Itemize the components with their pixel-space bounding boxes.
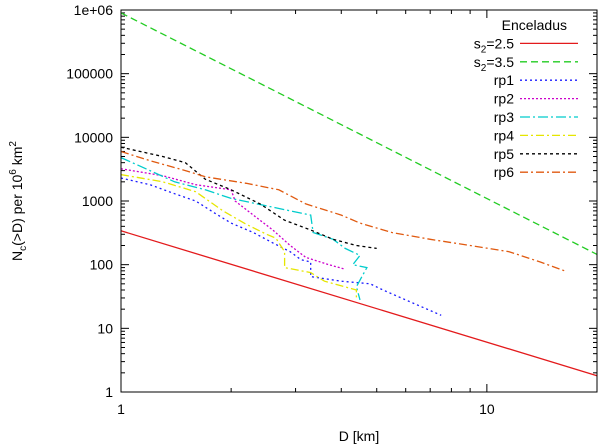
y-tick-label: 100 xyxy=(90,257,114,273)
y-tick-label: 1000 xyxy=(82,193,113,209)
tick-labels: 1 10 100 1000 10000 100000 1e+06 1 10 xyxy=(66,2,495,417)
y-tick-label: 10 xyxy=(97,320,113,336)
series-line-rp5 xyxy=(120,146,377,250)
axis-ticks xyxy=(120,9,597,393)
series-line-rp2 xyxy=(120,168,346,270)
y-tick-label: 1 xyxy=(105,384,113,400)
legend-label-s2-2-5: s2=2.5 xyxy=(474,35,514,55)
legend-label-rp6: rp6 xyxy=(494,164,514,180)
y-axis-label-n: N xyxy=(9,251,25,261)
y-tick-label: 10000 xyxy=(74,129,113,145)
legend-label-s2-3-5: s2=3.5 xyxy=(474,54,514,74)
legend-label-rp1: rp1 xyxy=(494,72,514,88)
x-tick-label: 1 xyxy=(117,401,125,417)
legend-label-rp2: rp2 xyxy=(494,91,514,107)
y-axis-label-sub: c xyxy=(18,246,29,251)
x-axis-label: D [km] xyxy=(339,428,379,444)
series-line-s2-2-5 xyxy=(120,230,598,377)
legend-label-rp4: rp4 xyxy=(494,127,514,143)
legend-title: Enceladus xyxy=(502,17,567,33)
series-line-s2-3-5 xyxy=(120,12,598,255)
series-line-rp6 xyxy=(120,150,567,273)
y-tick-label: 100000 xyxy=(66,66,113,82)
series-line-rp3 xyxy=(120,157,368,301)
plot-frame xyxy=(120,9,598,393)
y-axis-label-exp1: 6 xyxy=(8,169,19,175)
y-axis-label: Nc(>D) per 106 km2 xyxy=(8,141,29,261)
legend-label-rp3: rp3 xyxy=(494,109,514,125)
y-axis-label-exp2: 2 xyxy=(8,141,19,147)
series-layer xyxy=(120,12,598,377)
legend-label-rp5: rp5 xyxy=(494,146,514,162)
y-axis-label-mid: (>D) per 10 xyxy=(9,174,25,245)
x-tick-label: 10 xyxy=(479,401,495,417)
y-axis-label-unit: km xyxy=(9,147,25,170)
series-line-rp4 xyxy=(120,173,358,300)
y-tick-label: 1e+06 xyxy=(74,2,114,18)
series-line-rp1 xyxy=(120,177,442,316)
